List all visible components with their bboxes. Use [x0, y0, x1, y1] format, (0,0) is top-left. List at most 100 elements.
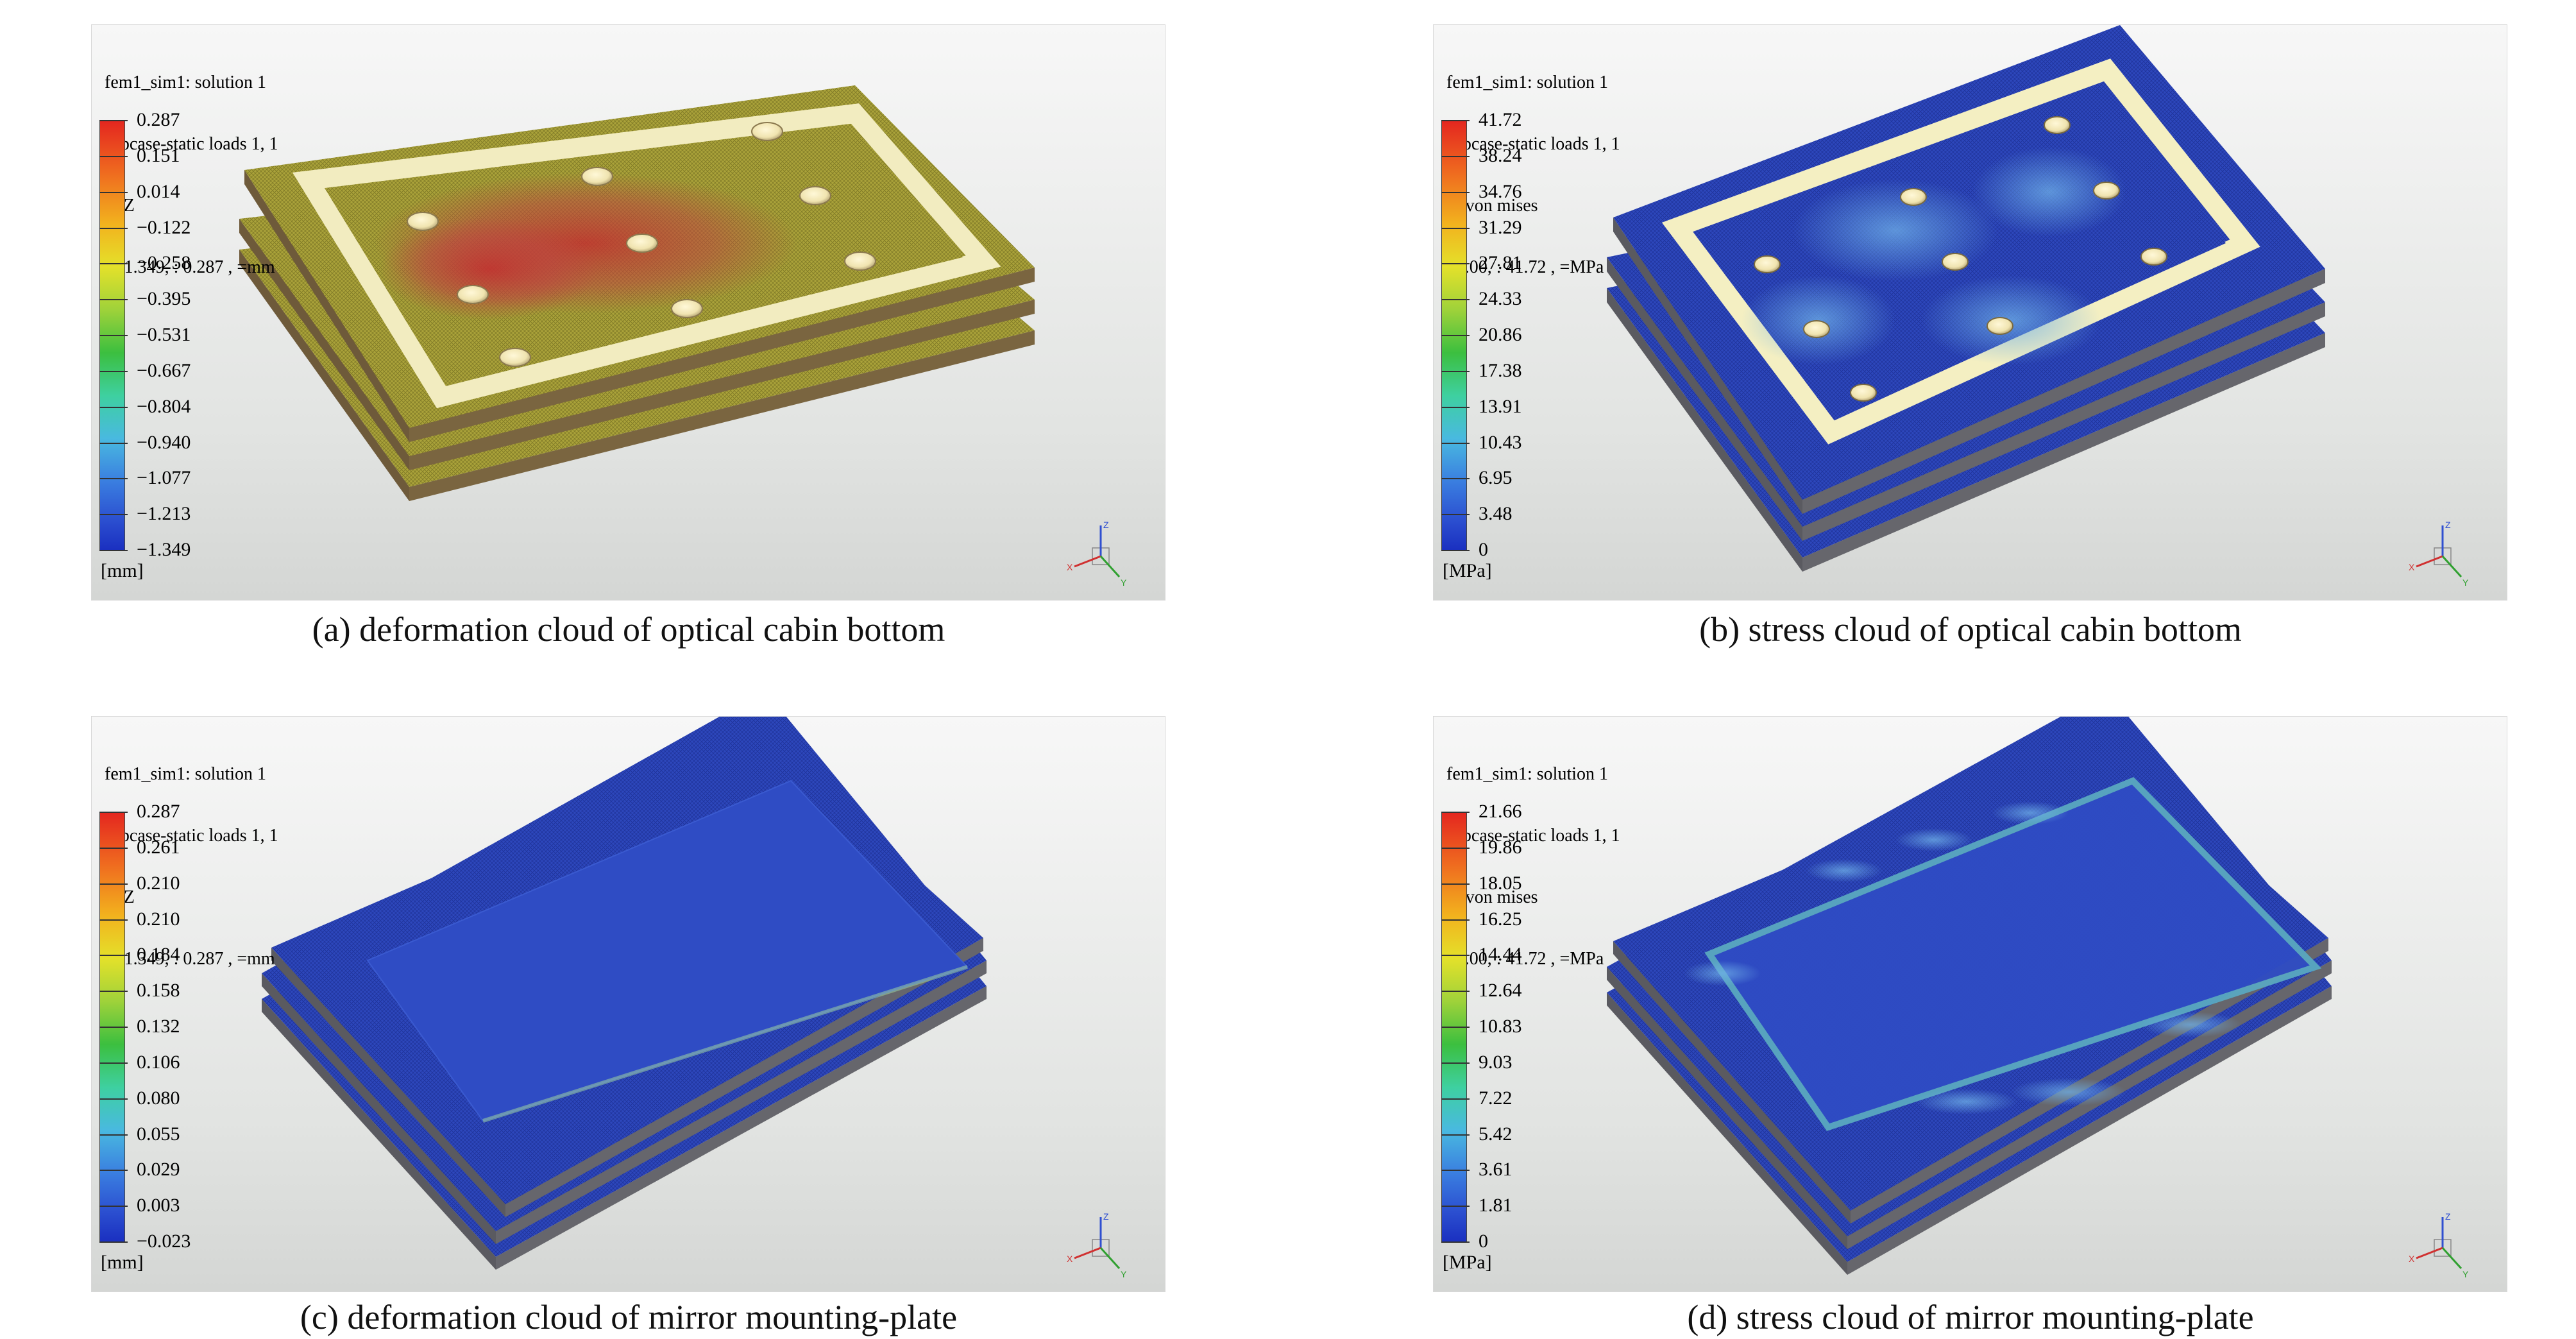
legend-tick: [99, 883, 128, 885]
legend-tick: [99, 192, 128, 193]
legend-tick: [99, 1062, 128, 1064]
legend-tick: [99, 550, 128, 551]
x-axis-label: X: [1067, 562, 1073, 572]
legend-value: 38.24: [1479, 145, 1522, 166]
axis-triad-graphic: Z X Y: [2409, 520, 2469, 588]
y-axis-label: Y: [2462, 577, 2469, 588]
middle-slab-front: [409, 300, 1035, 470]
legend-tick: [1441, 1062, 1470, 1064]
legend-value: 21.66: [1479, 801, 1522, 822]
x-axis-line: [2416, 1247, 2443, 1259]
x-axis-label: X: [2409, 1254, 2415, 1264]
legend-value: 0.106: [137, 1052, 180, 1073]
header-line: fem1_sim1: solution 1: [105, 764, 266, 784]
legend-value: 0: [1479, 1231, 1488, 1252]
axis-triad-graphic: Z X Y: [1067, 1211, 1127, 1279]
legend-tick: [99, 120, 128, 121]
frame-ring: [292, 103, 1001, 409]
legend-value: 0.287: [137, 801, 180, 822]
legend-value: 0.158: [137, 980, 180, 1001]
legend-tick: [1441, 478, 1470, 479]
legend-tick: [1441, 812, 1470, 813]
legend-value: 20.86: [1479, 324, 1522, 345]
legend-value: 31.29: [1479, 217, 1522, 238]
unit-label: [mm]: [101, 560, 144, 581]
mirror-plate-deformation-model: [262, 717, 987, 1270]
cabin-bottom-deformation-model: [239, 85, 1035, 501]
legend-tick: [1441, 263, 1470, 264]
color-legend: 21.66 19.86 18.05 16.25 14.44 12.64 10.83 9.03 7…: [1441, 802, 1634, 1254]
legend-value: 0.261: [137, 837, 180, 858]
legend-tick: [1441, 991, 1470, 992]
legend-value: 18.05: [1479, 873, 1522, 894]
legend-tick: [99, 156, 128, 157]
legend-value: 0.055: [137, 1123, 180, 1145]
figure-caption: (b) stress cloud of optical cabin bottom: [1699, 610, 2242, 649]
y-axis-label: Y: [1121, 577, 1127, 588]
legend-value: −0.531: [137, 324, 191, 345]
legend-value: −0.667: [137, 360, 191, 381]
legend-tick: [1441, 371, 1470, 372]
legend-value: −0.023: [137, 1231, 191, 1252]
legend-tick: [99, 1134, 128, 1136]
legend-tick: [1441, 299, 1470, 300]
result-header: fem1_sim1: solution 1 subcase-static loa…: [105, 31, 278, 380]
legend-tick: [99, 514, 128, 515]
legend-value: 3.48: [1479, 503, 1513, 524]
legend-tick: [1441, 1098, 1470, 1100]
legend-tick: [1441, 514, 1470, 515]
legend-value: 13.91: [1479, 396, 1522, 417]
legend-value: −0.258: [137, 252, 191, 273]
legend-tick: [1441, 883, 1470, 885]
deformation-hotspot-2: [380, 217, 598, 320]
middle-slab-side: [1607, 257, 1802, 541]
bottom-slab-front: [1802, 333, 2325, 572]
axis-triad-icon: Z X Y: [2409, 519, 2479, 590]
legend-value: 10.43: [1479, 432, 1522, 453]
figure-caption: (d) stress cloud of mirror mounting-plat…: [1687, 1298, 2254, 1336]
header-line: fem1_sim1: solution 1: [1446, 764, 1608, 784]
legend-tick: [99, 955, 128, 956]
legend-tick: [99, 335, 128, 336]
axis-triad-icon: Z X Y: [1067, 1211, 1137, 1281]
legend-tick: [99, 848, 128, 849]
stress-regions: [1741, 147, 2126, 365]
legend-tick: [99, 299, 128, 300]
legend-tick: [99, 1170, 128, 1171]
color-legend: 0.287 0.261 0.210 0.210 0.184 0.158 0.132 0.106…: [99, 802, 292, 1254]
header-line: : 0.00, : 41.72 , =MPa: [1446, 949, 1604, 969]
legend-tick: [1441, 156, 1470, 157]
legend-value: 3.61: [1479, 1159, 1513, 1180]
legend-value: 12.64: [1479, 980, 1522, 1001]
bottom-slab-front: [1847, 986, 2332, 1275]
x-axis-line: [1074, 555, 1101, 568]
color-legend: 0.287 0.151 0.014 −0.122 −0.258 −0.395 −0.531 −…: [99, 110, 292, 563]
middle-slab-side: [1607, 967, 1847, 1249]
middle-slab-front: [496, 960, 987, 1244]
legend-tick: [99, 263, 128, 264]
axis-triad-graphic: Z X Y: [2409, 1211, 2469, 1279]
top-slab-front: [409, 268, 1035, 442]
z-axis-label: Z: [1103, 1211, 1109, 1222]
legend-value: 34.76: [1479, 181, 1522, 202]
middle-slab-front: [1802, 302, 2325, 541]
legend-tick: [99, 1241, 128, 1243]
legend-value: 6.95: [1479, 467, 1513, 488]
legend-tick: [1441, 443, 1470, 444]
z-axis-label: Z: [2445, 1211, 2451, 1222]
legend-tick: [1441, 1134, 1470, 1136]
top-slab-side: [271, 948, 505, 1217]
legend-value: 0.184: [137, 944, 180, 965]
unit-label: [mm]: [101, 1252, 144, 1273]
mirror-plate-stress-model: [1607, 717, 2332, 1275]
legend-value: −1.077: [137, 467, 191, 488]
y-axis-line: [1099, 555, 1121, 578]
legend-tick: [1441, 192, 1470, 193]
bottom-slab-side: [1607, 288, 1802, 572]
legend-value: 17.38: [1479, 360, 1522, 381]
legend-tick: [1441, 919, 1470, 921]
y-axis-label: Y: [1121, 1269, 1127, 1279]
figure-caption: (a) deformation cloud of optical cabin b…: [312, 610, 945, 649]
legend-value: 41.72: [1479, 109, 1522, 130]
legend-value: 27.81: [1479, 252, 1522, 273]
